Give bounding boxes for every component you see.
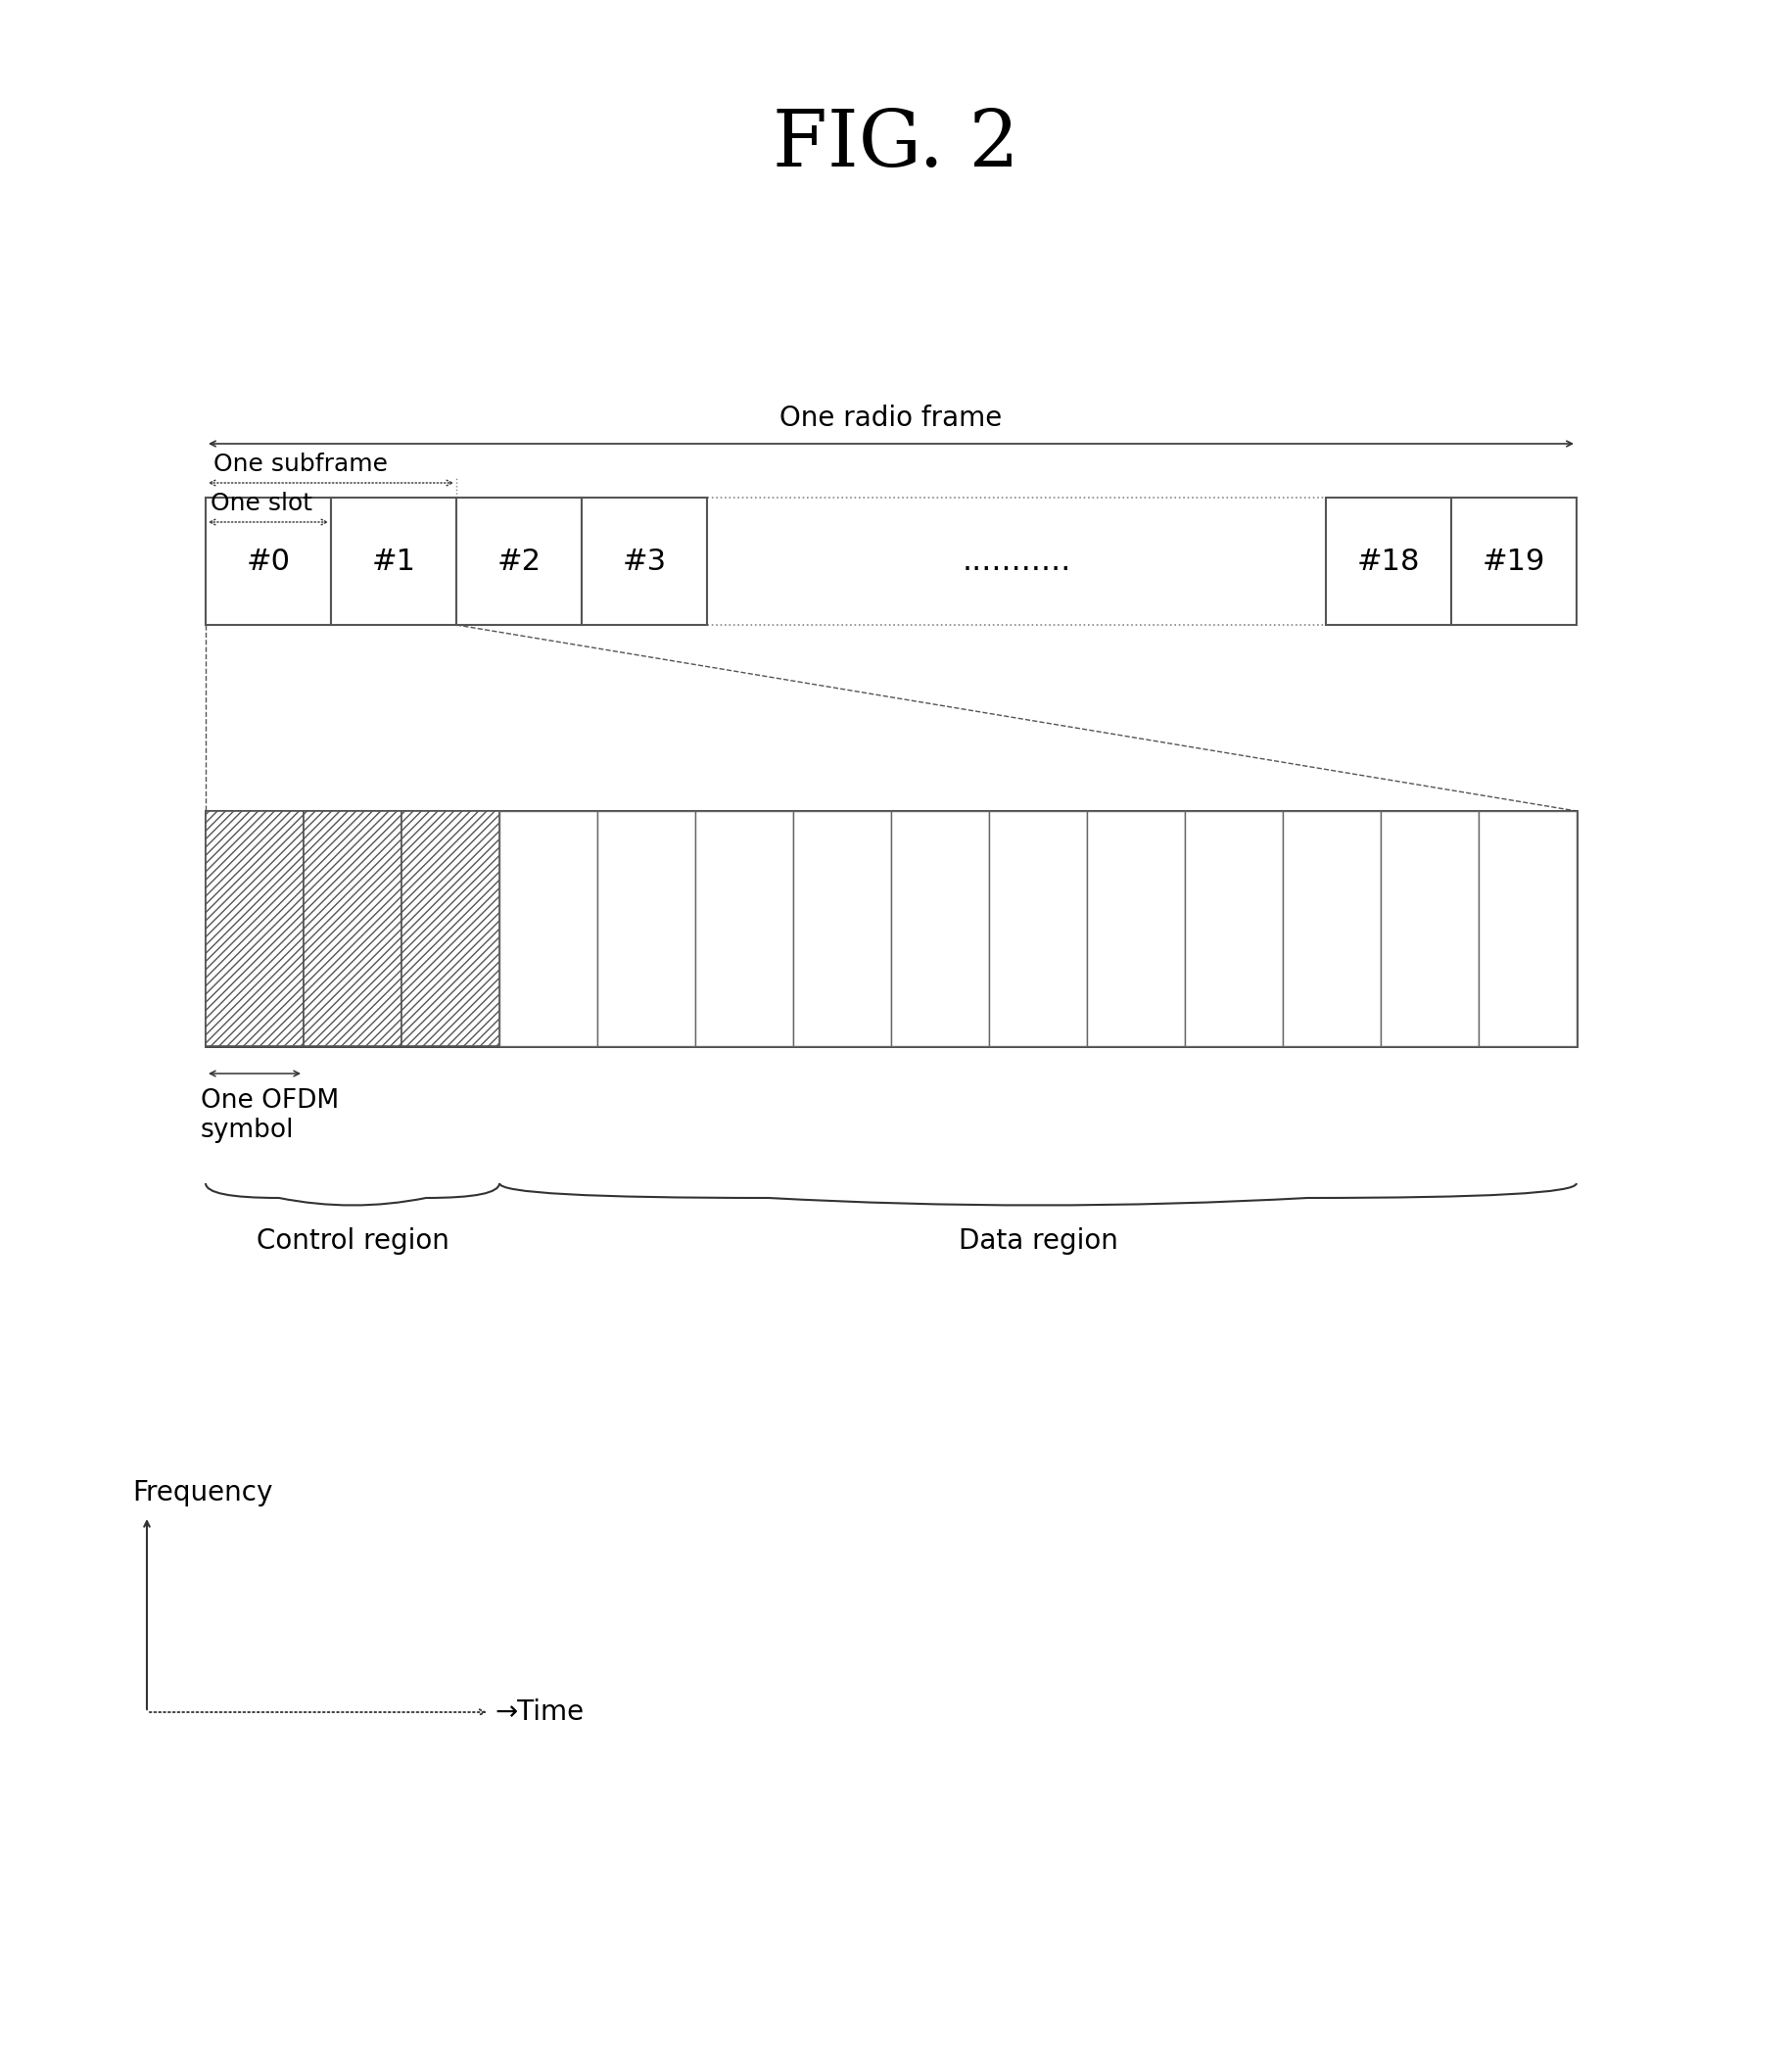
Bar <box>206 497 1577 625</box>
Bar <box>332 497 457 625</box>
Bar <box>794 812 891 1046</box>
Text: FIG. 2: FIG. 2 <box>772 107 1020 183</box>
Bar <box>989 812 1088 1046</box>
Text: One subframe: One subframe <box>213 452 387 477</box>
Bar <box>1452 497 1577 625</box>
Text: #2: #2 <box>496 547 541 575</box>
Text: One slot: One slot <box>210 491 312 516</box>
Text: Control region: Control region <box>256 1227 450 1256</box>
Text: #0: #0 <box>246 547 290 575</box>
Bar <box>457 497 582 625</box>
Text: One OFDM
symbol: One OFDM symbol <box>201 1089 339 1143</box>
Text: Data region: Data region <box>959 1227 1118 1256</box>
Text: ...........: ........... <box>962 547 1072 577</box>
Text: →Time: →Time <box>495 1699 584 1726</box>
Bar <box>1088 812 1185 1046</box>
Bar <box>1283 812 1380 1046</box>
Bar <box>582 497 708 625</box>
Text: #18: #18 <box>1357 547 1419 575</box>
Bar <box>1326 497 1452 625</box>
Bar <box>500 812 597 1046</box>
Bar <box>401 812 500 1046</box>
Bar <box>206 812 1577 1046</box>
Bar <box>303 812 401 1046</box>
Text: #3: #3 <box>622 547 667 575</box>
Bar <box>891 812 989 1046</box>
Text: #1: #1 <box>371 547 416 575</box>
Text: Frequency: Frequency <box>133 1480 272 1506</box>
Bar <box>597 812 695 1046</box>
Bar <box>206 812 303 1046</box>
Text: One radio frame: One radio frame <box>780 405 1002 432</box>
Bar <box>695 812 794 1046</box>
Text: #19: #19 <box>1482 547 1545 575</box>
Bar <box>1380 812 1478 1046</box>
Bar <box>1478 812 1577 1046</box>
Bar <box>1185 812 1283 1046</box>
Bar <box>206 497 332 625</box>
